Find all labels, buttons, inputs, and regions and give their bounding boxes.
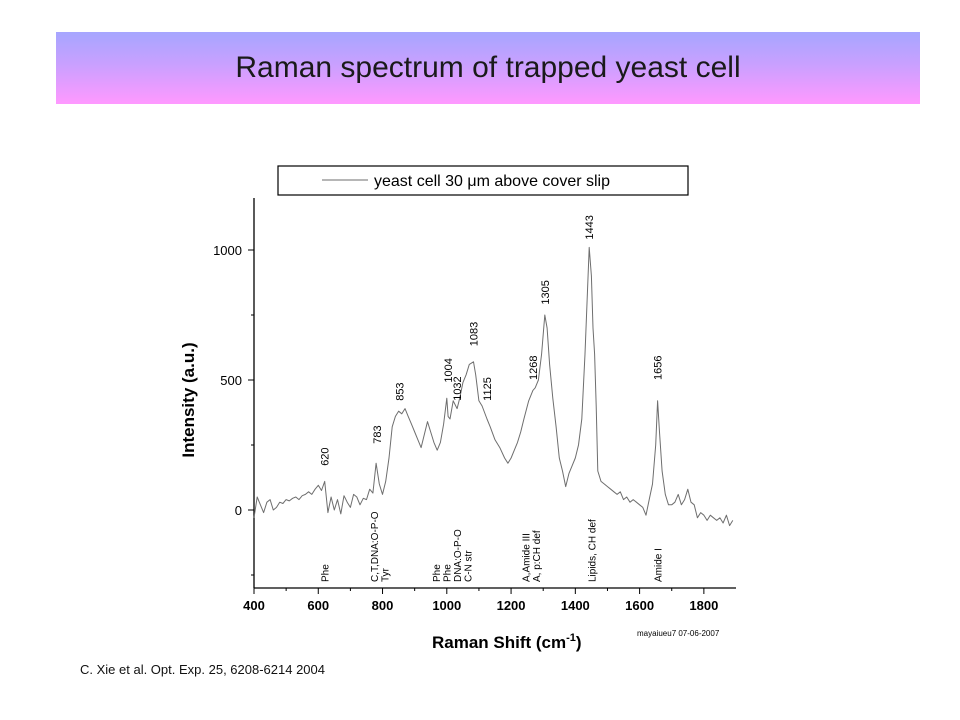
y-tick-label: 1000 bbox=[213, 243, 242, 258]
peak-label: 1083 bbox=[468, 322, 480, 346]
assignment-label: C-N str bbox=[463, 550, 474, 582]
assignment-label: Tyr bbox=[381, 567, 392, 582]
assignment-label: A, p:CH def bbox=[532, 530, 543, 582]
assignment-label: Phe bbox=[442, 564, 453, 582]
peak-label: 1032 bbox=[452, 376, 464, 400]
slide-title: Raman spectrum of trapped yeast cell bbox=[235, 51, 741, 84]
x-tick-label: 1600 bbox=[625, 598, 654, 613]
assignment-label: A,Amide III bbox=[522, 533, 533, 582]
peak-label: 1305 bbox=[540, 280, 552, 304]
peak-label: 783 bbox=[372, 425, 384, 443]
x-tick-label: 800 bbox=[372, 598, 394, 613]
chart-stamp: mayaiueu7 07-06-2007 bbox=[637, 629, 720, 638]
y-tick-label: 500 bbox=[220, 373, 242, 388]
peak-label: 1004 bbox=[443, 358, 455, 382]
assignment-label: C,T,DNA:O-P-O bbox=[370, 511, 381, 582]
assignment-label: DNA:O-P-O bbox=[453, 529, 464, 582]
peak-label: 1268 bbox=[528, 356, 540, 380]
citation: C. Xie et al. Opt. Exp. 25, 6208-6214 20… bbox=[80, 662, 325, 677]
assignment-label: Lipids, CH def bbox=[587, 519, 598, 582]
x-axis-label: Raman Shift (cm-1) bbox=[432, 632, 582, 652]
legend: yeast cell 30 μm above cover slip bbox=[277, 165, 689, 196]
assignment-label: Phe bbox=[321, 564, 332, 582]
y-tick-label: 0 bbox=[235, 503, 242, 518]
spectrum-line bbox=[253, 246, 734, 527]
title-banner: Raman spectrum of trapped yeast cell bbox=[56, 32, 920, 104]
x-tick-label: 1200 bbox=[497, 598, 526, 613]
peak-label: 620 bbox=[320, 447, 332, 465]
peak-label: 1125 bbox=[482, 377, 494, 401]
assignment-label: Amide I bbox=[654, 548, 665, 582]
x-tick-label: 400 bbox=[243, 598, 265, 613]
x-tick-label: 1000 bbox=[432, 598, 461, 613]
x-tick-label: 1800 bbox=[689, 598, 718, 613]
assignment-label: Phe bbox=[432, 564, 443, 582]
peak-label: 1656 bbox=[653, 356, 665, 380]
x-tick-label: 1400 bbox=[561, 598, 590, 613]
y-axis-label: Intensity (a.u.) bbox=[179, 342, 198, 457]
peak-label: 1443 bbox=[584, 215, 596, 239]
x-tick-label: 600 bbox=[307, 598, 329, 613]
peak-label: 853 bbox=[395, 382, 407, 400]
legend-label: yeast cell 30 μm above cover slip bbox=[374, 173, 610, 190]
